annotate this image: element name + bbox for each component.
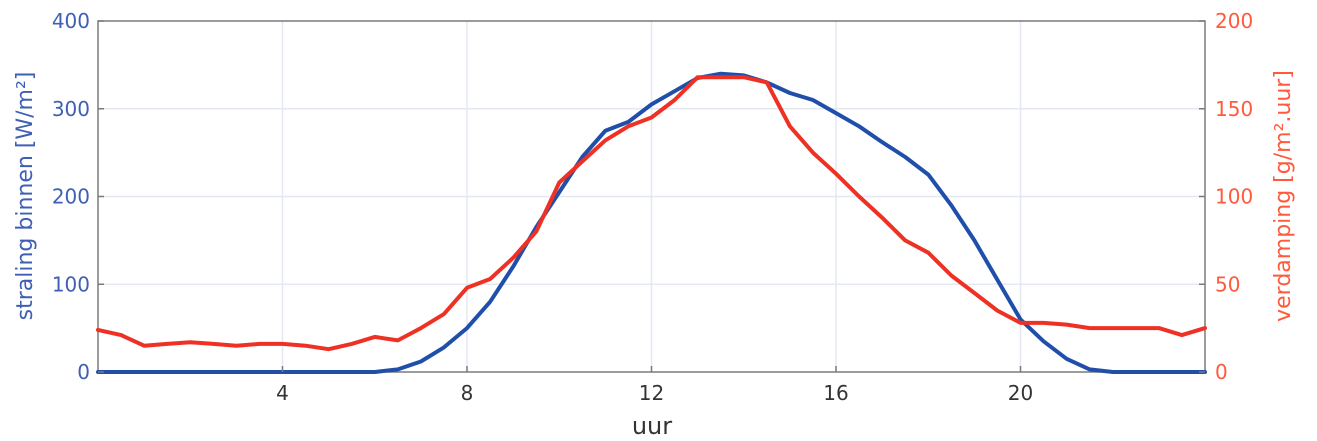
x-tick-label-12: 12 — [639, 381, 664, 405]
y-right-tick-label-100: 100 — [1215, 185, 1253, 209]
y-left-tick-label-0: 0 — [77, 360, 90, 384]
x-tick-label-20: 20 — [1008, 381, 1033, 405]
gridlines — [98, 21, 1205, 372]
y-left-tick-label-100: 100 — [52, 272, 90, 296]
x-tick-label-16: 16 — [823, 381, 848, 405]
series-line-verdamping — [96, 75, 1207, 352]
x-axis-title: uur — [632, 412, 672, 440]
y-axis-left-title: straling binnen [W/m²] — [13, 72, 38, 321]
y-right-tick-label-150: 150 — [1215, 97, 1253, 121]
y-left-tick-label-400: 400 — [52, 9, 90, 33]
y-axis-right-title: verdamping [g/m².uur] — [1271, 70, 1296, 322]
y-right-tick-label-50: 50 — [1215, 272, 1240, 296]
y-right-tick-label-0: 0 — [1215, 360, 1228, 384]
series-layer — [96, 71, 1207, 374]
series-line-straling — [96, 71, 1207, 374]
y-left-tick-label-300: 300 — [52, 97, 90, 121]
y-right-tick-label-200: 200 — [1215, 9, 1253, 33]
y-left-tick-label-200: 200 — [52, 185, 90, 209]
x-tick-label-4: 4 — [276, 381, 289, 405]
x-tick-label-8: 8 — [461, 381, 474, 405]
